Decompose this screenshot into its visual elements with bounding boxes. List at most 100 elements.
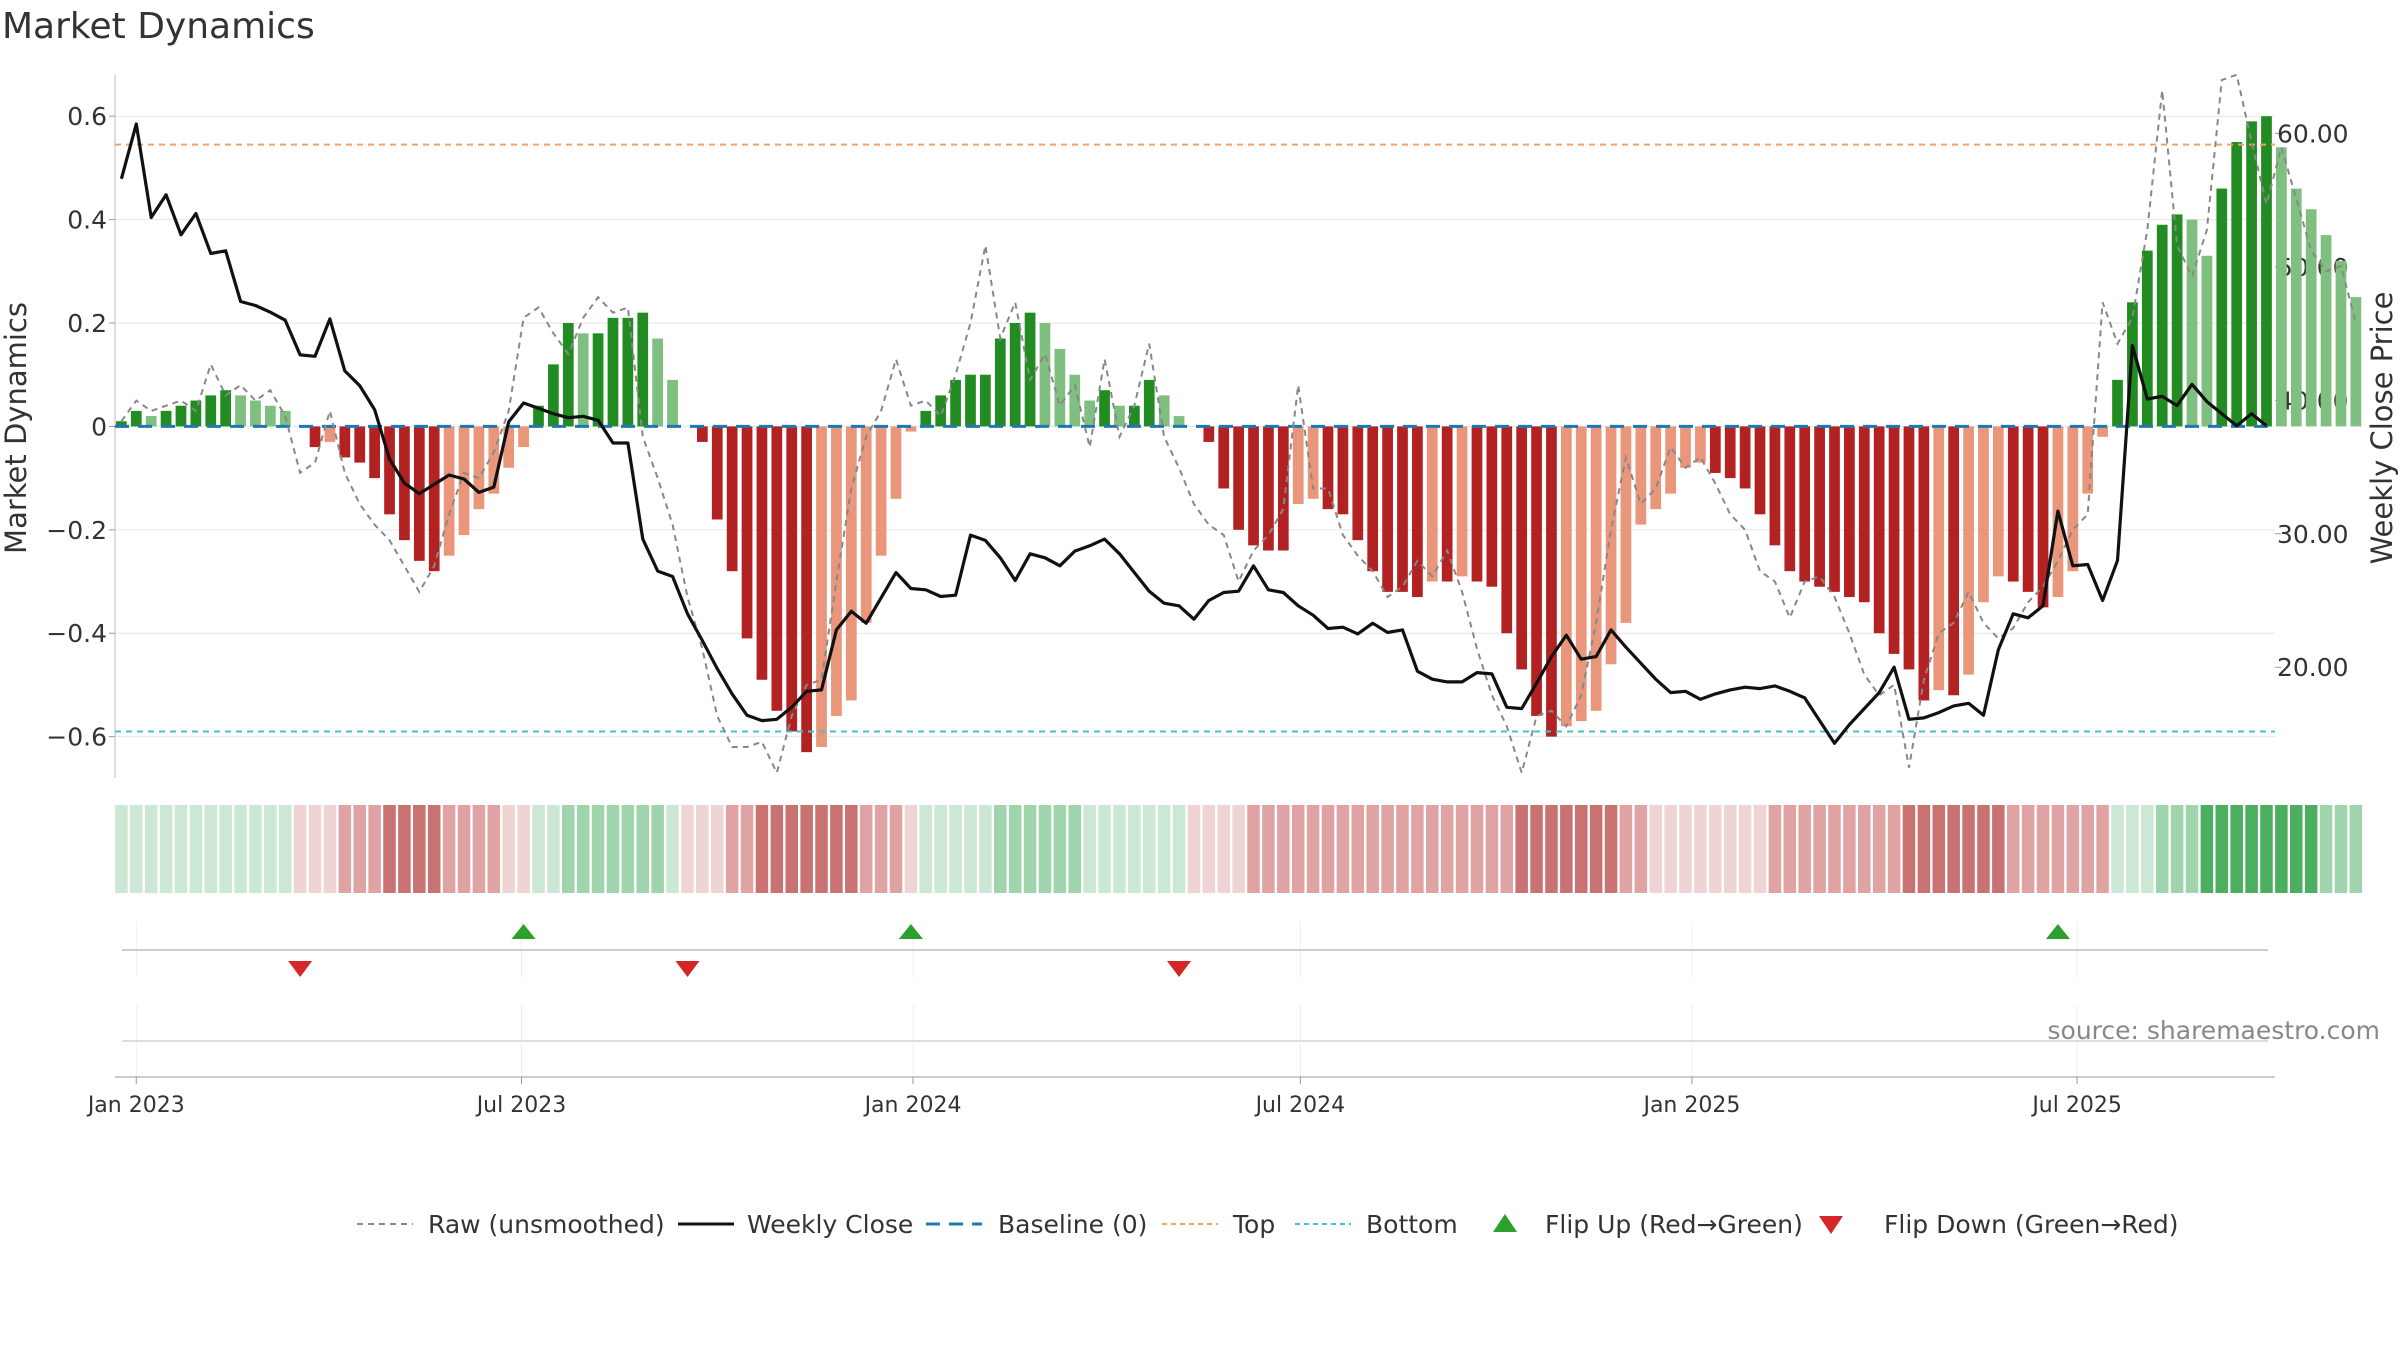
regime-cell xyxy=(1262,805,1275,893)
raw-unsmoothed-line xyxy=(120,73,2357,777)
regime-cell xyxy=(1813,805,1826,893)
regime-cell xyxy=(725,805,739,893)
x-tick-label: Jul 2023 xyxy=(475,1093,567,1118)
flip-down-marker xyxy=(675,961,700,977)
bar-negative xyxy=(1605,426,1617,665)
bar-positive xyxy=(562,323,574,427)
bar-positive xyxy=(1054,348,1066,427)
bar-negative xyxy=(1620,426,1632,623)
bar-positive xyxy=(2261,116,2272,427)
bar-negative xyxy=(443,426,455,556)
bar-positive xyxy=(145,416,157,427)
regime-cell xyxy=(681,805,694,893)
regime-cell xyxy=(1768,805,1782,893)
legend-flip-up-marker xyxy=(1493,1214,1517,1232)
right-axis-label: Weekly Close Price xyxy=(2365,292,2399,565)
bar-negative xyxy=(711,426,723,520)
bar-negative xyxy=(1292,426,1304,504)
regime-cell xyxy=(2096,805,2109,893)
bar-negative xyxy=(1754,426,1766,515)
bar-negative xyxy=(309,426,321,448)
regime-cell xyxy=(1217,805,1230,893)
regime-cell xyxy=(368,805,381,893)
bar-positive xyxy=(130,410,142,427)
bar-positive xyxy=(235,395,246,427)
regime-cell xyxy=(1932,805,1946,893)
regime-cell xyxy=(308,805,322,893)
left-tick-label: −0.4 xyxy=(46,619,107,648)
bar-negative xyxy=(1412,426,1423,598)
regime-cell xyxy=(1679,805,1692,893)
bar-negative xyxy=(1516,426,1528,670)
bar-negative xyxy=(1337,426,1349,515)
regime-cell xyxy=(547,805,560,893)
bar-positive xyxy=(1143,379,1155,427)
bar-negative xyxy=(1471,426,1483,582)
regime-cell xyxy=(204,805,218,893)
bar-positive xyxy=(637,312,649,427)
bar-negative xyxy=(1695,426,1706,463)
legend-raw-label: Raw (unsmoothed) xyxy=(428,1210,665,1239)
bar-negative xyxy=(1888,426,1900,654)
legend-close-label: Weekly Close xyxy=(747,1210,913,1239)
bar-negative xyxy=(1844,426,1855,598)
flip-up-marker xyxy=(2045,924,2070,939)
regime-cell xyxy=(1157,805,1171,893)
regime-cell xyxy=(1202,805,1216,893)
regime-cell xyxy=(1008,805,1022,893)
regime-cell xyxy=(845,805,858,893)
regime-cell xyxy=(2081,805,2094,893)
regime-cell xyxy=(1589,805,1603,893)
chart-title: Market Dynamics xyxy=(2,6,315,47)
bar-positive xyxy=(2290,188,2302,427)
regime-cell xyxy=(2155,805,2169,893)
regime-cell xyxy=(1038,805,1052,893)
bar-negative xyxy=(1575,426,1587,722)
regime-cell xyxy=(1083,805,1096,893)
bar-negative xyxy=(2097,426,2108,437)
bar-positive xyxy=(2141,250,2153,427)
regime-cell xyxy=(830,805,843,893)
bar-positive xyxy=(1039,323,1051,427)
bar-negative xyxy=(845,426,857,701)
bar-positive xyxy=(1069,374,1081,427)
regime-cell xyxy=(532,805,545,893)
bar-negative xyxy=(1724,426,1736,479)
left-tick-label: −0.2 xyxy=(46,516,107,545)
regime-cell xyxy=(1470,805,1484,893)
bar-negative xyxy=(1456,426,1468,577)
regime-cell xyxy=(2304,805,2318,893)
regime-cell xyxy=(264,805,277,893)
bar-positive xyxy=(190,400,202,427)
bar-positive xyxy=(2320,235,2332,427)
bar-negative xyxy=(2007,426,2019,582)
regime-cell xyxy=(1574,805,1588,893)
regime-cell xyxy=(1887,805,1901,893)
regime-cell xyxy=(874,805,888,893)
bar-positive xyxy=(220,390,232,427)
bar-negative xyxy=(1873,426,1885,634)
regime-cell xyxy=(1723,805,1737,893)
regime-cell xyxy=(1247,805,1260,893)
legend: Raw (unsmoothed) Weekly Close Baseline (… xyxy=(357,1210,2179,1239)
regime-cell xyxy=(2290,805,2303,893)
bar-negative xyxy=(1992,426,2004,577)
bar-positive xyxy=(2112,379,2123,427)
bar-negative xyxy=(1799,426,1811,582)
bar-negative xyxy=(860,426,872,623)
legend-flip-up-label: Flip Up (Red→Green) xyxy=(1545,1210,1803,1239)
bar-negative xyxy=(741,426,753,639)
regime-cell xyxy=(1098,805,1111,893)
timeline-panel xyxy=(115,1005,2275,1078)
regime-cell xyxy=(517,805,530,893)
bar-negative xyxy=(473,426,485,510)
bar-negative xyxy=(339,426,351,458)
bar-negative xyxy=(816,426,827,747)
bar-negative xyxy=(771,426,783,711)
regime-cell xyxy=(1426,805,1439,893)
x-tick-label: Jul 2024 xyxy=(1254,1093,1346,1118)
regime-cell xyxy=(249,805,262,893)
regime-cell xyxy=(159,805,173,893)
bar-positive xyxy=(2335,260,2347,427)
bar-negative xyxy=(1590,426,1602,711)
